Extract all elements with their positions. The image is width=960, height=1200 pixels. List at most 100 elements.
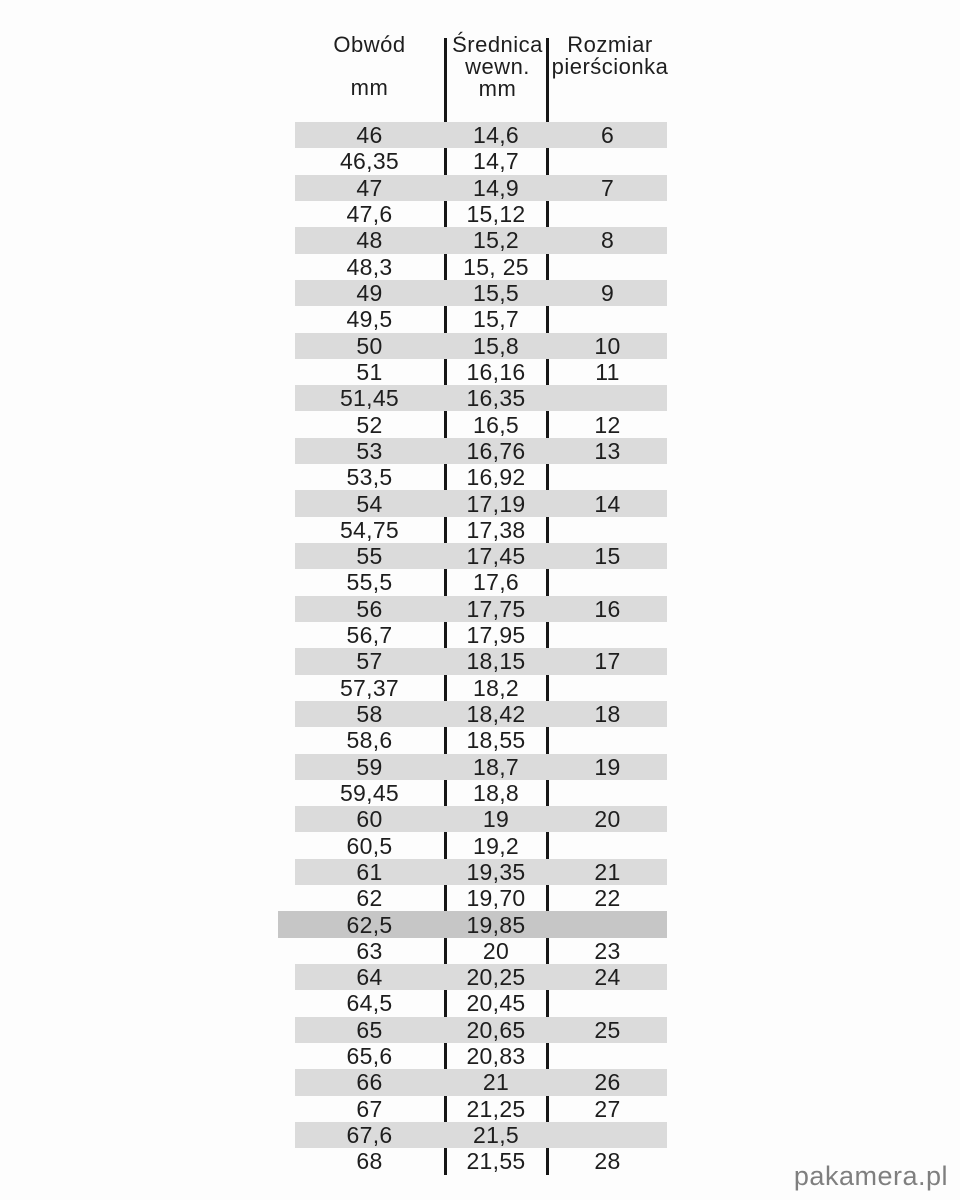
srednica-cell: 18,15	[466, 648, 526, 675]
table-row: 53 16,76 13	[295, 437, 667, 465]
table-row: 49,5 15,7	[295, 306, 667, 332]
rozmiar-cell: 10	[594, 332, 621, 359]
obwod-cell: 66	[356, 1069, 383, 1096]
obwod-cell: 55,5	[346, 569, 393, 596]
srednica-cell: 21,55	[466, 1148, 526, 1175]
obwod-cell: 63	[356, 937, 383, 964]
srednica-cell: 14,7	[473, 148, 519, 175]
table-row: 51,45 16,35	[295, 385, 667, 412]
srednica-cell: 17,45	[466, 543, 526, 570]
srednica-cell: 16,92	[466, 464, 526, 491]
obwod-cell: 53	[356, 437, 383, 464]
srednica-cell: 17,95	[466, 622, 526, 649]
obwod-cell: 61	[356, 858, 383, 885]
srednica-cell: 18,55	[466, 727, 526, 754]
rozmiar-cell: 13	[594, 437, 621, 464]
rozmiar-cell: 19	[594, 753, 621, 780]
srednica-cell: 16,16	[466, 358, 526, 385]
srednica-cell: 14,6	[473, 122, 519, 149]
rozmiar-cell: 15	[594, 543, 621, 570]
rozmiar-cell: 23	[594, 937, 621, 964]
column-header-srednica-unit: mm	[478, 76, 517, 101]
table-row: 50 15,8 10	[295, 332, 667, 359]
rozmiar-cell: 6	[600, 122, 615, 149]
obwod-cell: 58	[356, 701, 383, 728]
obwod-cell: 65	[356, 1016, 383, 1043]
rozmiar-cell: 9	[600, 280, 615, 307]
table-row: 49 15,5 9	[295, 279, 667, 307]
srednica-cell: 20,65	[466, 1016, 526, 1043]
column-header-obwod-title: Obwód	[333, 32, 406, 57]
obwod-cell: 55	[356, 543, 383, 570]
obwod-cell: 46	[356, 122, 383, 149]
table-row: 65,6 20,83	[295, 1043, 667, 1069]
column-header-srednica-title: Średnica	[452, 32, 543, 57]
column-header-obwod-unit: mm	[350, 75, 389, 100]
srednica-cell: 21,25	[466, 1095, 526, 1122]
table-row: 55 17,45 15	[295, 543, 667, 570]
rozmiar-cell: 11	[595, 358, 620, 385]
obwod-cell: 57,37	[339, 674, 400, 701]
srednica-cell: 20,25	[466, 964, 526, 991]
table-row: 67 21,25 27	[295, 1096, 667, 1122]
table-row: 57,37 18,2	[295, 675, 667, 701]
table-row: 59,45 18,8	[295, 780, 667, 806]
table-row: 64 20,25 24	[295, 964, 667, 991]
obwod-cell: 53,5	[346, 464, 393, 491]
table-row: 58,6 18,55	[295, 727, 667, 753]
obwod-cell: 67,6	[346, 1122, 393, 1149]
srednica-cell: 18,42	[466, 701, 526, 728]
table-row: 46,35 14,7	[295, 148, 667, 174]
srednica-cell: 15,2	[473, 227, 519, 254]
obwod-cell: 64	[356, 964, 383, 991]
obwod-cell: 57	[356, 648, 383, 675]
obwod-cell: 62,5	[346, 911, 393, 938]
srednica-cell: 19,35	[466, 858, 526, 885]
obwod-cell: 48	[356, 227, 383, 254]
table-body: 46 14,6 6 46,35 14,7 47 14,9 7 47,6 15,12 48 15,2 8 4…	[278, 122, 667, 1175]
table-row: 56,7 17,95	[295, 622, 667, 648]
obwod-cell: 47,6	[346, 201, 393, 228]
table-row: 64,5 20,45	[295, 990, 667, 1016]
column-header-srednica: Średnica wewn. mm	[448, 34, 547, 100]
table-row: 48 15,2 8	[295, 227, 667, 254]
obwod-cell: 62	[356, 885, 383, 912]
rozmiar-cell: 16	[594, 595, 621, 622]
obwod-cell: 46,35	[339, 148, 400, 175]
srednica-cell: 15,8	[473, 332, 519, 359]
srednica-cell: 18,7	[473, 753, 519, 780]
table-row: 51 16,16 11	[295, 359, 667, 385]
obwod-cell: 65,6	[346, 1043, 393, 1070]
srednica-cell: 15,5	[473, 280, 519, 307]
srednica-cell: 17,38	[466, 516, 526, 543]
srednica-cell: 19,2	[473, 832, 519, 859]
table-row: 68 21,55 28	[295, 1148, 667, 1174]
rozmiar-cell: 20	[594, 806, 621, 833]
srednica-cell: 20,45	[466, 990, 526, 1017]
rozmiar-cell: 7	[600, 174, 615, 201]
table-row: 54 17,19 14	[295, 490, 667, 517]
srednica-cell: 20,83	[466, 1043, 526, 1070]
rozmiar-cell: 28	[594, 1148, 621, 1175]
table-row: 59 18,7 19	[295, 753, 667, 780]
rozmiar-cell: 17	[594, 648, 621, 675]
srednica-cell: 21,5	[473, 1122, 519, 1149]
rozmiar-cell: 24	[594, 964, 621, 991]
rozmiar-cell: 8	[600, 227, 615, 254]
table-row: 53,5 16,92	[295, 464, 667, 490]
srednica-cell: 15,12	[466, 201, 526, 228]
srednica-cell: 17,75	[466, 595, 526, 622]
srednica-cell: 19	[482, 806, 510, 833]
srednica-cell: 18,8	[473, 779, 519, 806]
srednica-cell: 21	[482, 1069, 510, 1096]
table-row: 46 14,6 6	[295, 122, 667, 149]
obwod-cell: 51,45	[339, 385, 400, 412]
rozmiar-cell: 21	[594, 858, 621, 885]
srednica-cell: 15, 25	[463, 253, 529, 280]
column-header-rozmiar: Rozmiar pierścionka	[550, 34, 670, 78]
table-row: 58 18,42 18	[295, 700, 667, 728]
obwod-cell: 51	[356, 358, 383, 385]
column-header-obwod: Obwód mm	[295, 34, 444, 99]
obwod-cell: 60,5	[346, 832, 393, 859]
